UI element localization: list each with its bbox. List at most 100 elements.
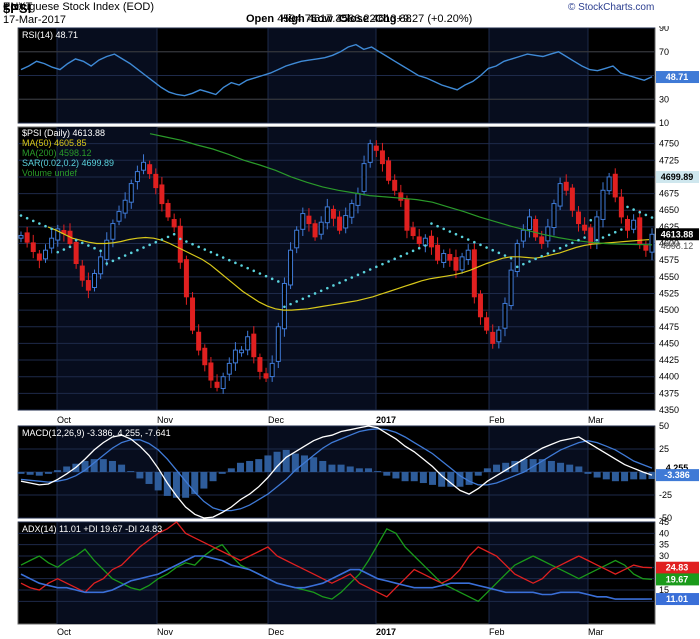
sar-dot bbox=[123, 254, 127, 257]
sar-dot bbox=[381, 262, 384, 266]
sar-dot bbox=[454, 232, 458, 236]
sar-dot bbox=[387, 260, 390, 263]
macd-histogram-bar bbox=[538, 459, 546, 472]
price-legend-item: $PSI (Daily) 4613.88 bbox=[22, 128, 105, 138]
plus-di-value-bg bbox=[656, 573, 699, 586]
candle-body bbox=[398, 192, 404, 201]
candle-body bbox=[306, 215, 312, 225]
macd-histogram-bar bbox=[566, 464, 574, 472]
candle-body bbox=[520, 229, 526, 242]
price-month-band bbox=[489, 127, 588, 410]
macd-histogram-bar bbox=[218, 472, 226, 474]
price-tick-label: 4525 bbox=[659, 288, 679, 298]
sar-dot bbox=[350, 276, 354, 279]
price-month-band bbox=[57, 127, 157, 410]
month-label-price: 2017 bbox=[376, 415, 396, 425]
sar-dot bbox=[571, 241, 574, 245]
sar-dot bbox=[301, 297, 305, 301]
exchange-label: ENXT bbox=[3, 1, 33, 13]
rsi-tick-label: 70 bbox=[659, 47, 669, 57]
sar-dot bbox=[326, 286, 329, 290]
macd-tick-label: 50 bbox=[659, 421, 669, 431]
candle-body bbox=[502, 302, 508, 329]
price-last-value: 4613.88 bbox=[661, 229, 694, 239]
price-last-value-bg bbox=[656, 228, 699, 241]
candle-body bbox=[588, 227, 594, 245]
candle-body bbox=[43, 249, 49, 260]
macd-histogram-bar bbox=[108, 460, 116, 472]
candle-body bbox=[220, 376, 226, 390]
candle-body bbox=[471, 249, 477, 298]
macd-histogram-bar bbox=[511, 460, 519, 472]
macd-tick-label: -50 bbox=[659, 513, 672, 523]
candle-body bbox=[637, 217, 643, 245]
month-label-bottom: 2017 bbox=[376, 627, 396, 637]
macd-histogram-bar bbox=[319, 460, 327, 472]
sar-dot bbox=[552, 249, 556, 253]
ohlc-readout: Open 4594.75 High 4617.35 Low 4586.22 Cl… bbox=[246, 13, 473, 25]
sar-dot bbox=[460, 235, 464, 239]
sar-dot bbox=[479, 243, 482, 247]
sar-dot bbox=[473, 240, 476, 244]
sar-dot bbox=[405, 252, 409, 255]
sar-dot bbox=[595, 238, 599, 242]
sar-dot bbox=[38, 222, 41, 225]
adx-tick-label: 45 bbox=[659, 517, 669, 527]
month-label-price: Mar bbox=[588, 415, 604, 425]
adx-month-band bbox=[489, 522, 588, 624]
sar-dot bbox=[289, 302, 292, 306]
sar-dot bbox=[424, 244, 427, 247]
sar-dot bbox=[62, 248, 66, 251]
sar-dot bbox=[399, 254, 403, 258]
macd-histogram-bar bbox=[63, 466, 71, 472]
candle-body bbox=[159, 184, 165, 205]
macd-histogram-bar bbox=[246, 460, 254, 472]
candle-body bbox=[300, 213, 306, 230]
candle-body bbox=[582, 224, 588, 231]
macd-signal-value: 4.255 bbox=[666, 463, 689, 473]
candle-body bbox=[49, 237, 55, 249]
candle-body bbox=[92, 272, 98, 288]
candle-body bbox=[85, 280, 91, 291]
sar-dot bbox=[270, 277, 274, 281]
month-label-price: Oct bbox=[57, 415, 72, 425]
macd-histogram-bar bbox=[236, 462, 244, 472]
candle-body bbox=[104, 239, 110, 260]
ma200-last-value: 4598.12 bbox=[661, 241, 694, 251]
rsi-last-value-bg bbox=[656, 71, 699, 84]
macd-histogram-bar bbox=[465, 472, 473, 485]
macd-tick-label: 25 bbox=[659, 444, 669, 454]
candle-body bbox=[355, 193, 361, 206]
sar-dot bbox=[227, 258, 231, 262]
candle-body bbox=[24, 232, 30, 243]
macd-histogram-bar bbox=[182, 472, 190, 498]
macd-legend: MACD(12,26,9) -3.386, 4.255, -7.641 bbox=[22, 428, 171, 438]
macd-histogram-bar bbox=[502, 462, 510, 472]
macd-histogram-bar bbox=[255, 459, 263, 472]
rsi-last-value: 48.71 bbox=[666, 72, 689, 82]
macd-histogram-bar bbox=[419, 472, 427, 484]
candle-body bbox=[373, 145, 379, 151]
price-tick-label: 4725 bbox=[659, 155, 679, 165]
candle-body bbox=[251, 333, 257, 358]
macd-histogram-bar bbox=[374, 471, 382, 472]
sar-dot bbox=[522, 262, 525, 266]
chart-date: 17-Mar-2017 bbox=[3, 14, 66, 26]
macd-signal-line bbox=[20, 428, 653, 512]
candle-body bbox=[392, 179, 398, 191]
adx-tick-label: 40 bbox=[659, 528, 669, 538]
sar-dot bbox=[509, 256, 513, 260]
candle-body bbox=[122, 199, 128, 214]
sar-dot bbox=[362, 270, 366, 274]
sar-dot bbox=[44, 224, 47, 228]
adx-tick-label: 30 bbox=[659, 551, 669, 561]
candle-body bbox=[624, 218, 630, 231]
candle-body bbox=[465, 249, 471, 261]
candle-body bbox=[428, 235, 434, 248]
macd-histogram-bar bbox=[300, 455, 308, 472]
candle-body bbox=[257, 357, 263, 372]
price-tick-label: 4675 bbox=[659, 189, 679, 199]
sar-dot bbox=[252, 269, 256, 273]
price-tick-label: 4750 bbox=[659, 139, 679, 149]
candle-body bbox=[551, 203, 557, 229]
